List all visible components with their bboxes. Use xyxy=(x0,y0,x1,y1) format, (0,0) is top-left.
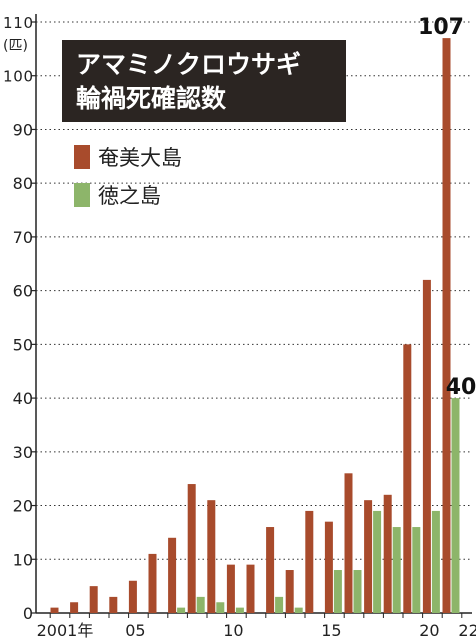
chart-title-line: 輪禍死確認数 xyxy=(76,84,227,113)
y-tick-label: 10 xyxy=(13,550,33,569)
bar-amami xyxy=(285,570,294,613)
bar-amami xyxy=(109,596,118,613)
x-tick-label: 10 xyxy=(223,621,243,640)
bar-tokunoshima xyxy=(216,602,225,613)
bar-tokunoshima xyxy=(177,607,186,613)
bar-amami xyxy=(442,38,451,614)
bar-amami xyxy=(187,484,196,613)
title-box xyxy=(62,40,346,122)
y-unit-label: (匹) xyxy=(3,38,28,54)
bar-tokunoshima xyxy=(373,510,382,613)
bar-amami xyxy=(207,500,216,613)
y-tick-label: 40 xyxy=(13,389,33,408)
legend-label: 徳之島 xyxy=(98,184,161,208)
bar-amami xyxy=(364,500,373,613)
bar-tokunoshima xyxy=(235,607,244,613)
bar-tokunoshima xyxy=(392,527,401,613)
bar-tokunoshima xyxy=(451,398,460,613)
bar-amami xyxy=(324,521,333,613)
value-label: 107 xyxy=(418,15,464,40)
bar-amami xyxy=(266,527,275,613)
x-tick-label: 2001年 xyxy=(37,621,94,640)
legend-swatch xyxy=(74,145,90,169)
bar-amami xyxy=(168,537,177,613)
bar-amami xyxy=(128,580,137,613)
y-tick-label: 70 xyxy=(13,228,33,247)
y-tick-label: 110 xyxy=(3,14,33,32)
y-tick-label: 30 xyxy=(13,443,33,462)
y-tick-label: 20 xyxy=(13,497,33,516)
bar-amami xyxy=(422,279,431,613)
bar-tokunoshima xyxy=(294,607,303,613)
x-tick-label: 05 xyxy=(125,621,145,640)
bar-tokunoshima xyxy=(275,596,284,613)
bar-amami xyxy=(70,602,79,613)
y-tick-label: 0 xyxy=(23,604,33,623)
x-tick-label: 15 xyxy=(321,621,341,640)
bar-amami xyxy=(89,586,98,613)
bar-tokunoshima xyxy=(412,527,421,613)
legend-label: 奄美大島 xyxy=(98,146,182,170)
bar-tokunoshima xyxy=(333,570,342,613)
y-tick-label: 100 xyxy=(3,68,33,86)
bar-amami xyxy=(383,494,392,613)
bar-tokunoshima xyxy=(431,510,440,613)
bar-amami xyxy=(305,510,314,613)
y-tick-label: 90 xyxy=(13,120,33,139)
bar-amami xyxy=(246,564,255,613)
bar-amami xyxy=(344,473,353,613)
legend-swatch xyxy=(74,183,90,207)
bar-tokunoshima xyxy=(196,596,205,613)
bar-tokunoshima xyxy=(353,570,362,613)
y-tick-label: 60 xyxy=(13,282,33,301)
y-tick-label: 80 xyxy=(13,174,33,193)
bar-amami xyxy=(50,607,59,613)
bar-amami xyxy=(403,344,412,613)
x-tick-label: 22 xyxy=(458,621,476,640)
bar-amami xyxy=(226,564,235,613)
value-label: 40 xyxy=(446,375,476,400)
bar-amami xyxy=(148,553,157,613)
chart-title-line: アマミノクロウサギ xyxy=(76,50,301,79)
y-tick-label: 50 xyxy=(13,335,33,354)
x-tick-label: 20 xyxy=(419,621,439,640)
